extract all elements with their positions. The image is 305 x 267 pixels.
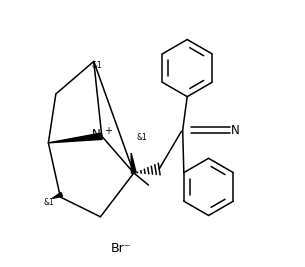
Text: &1: &1 [43,198,54,207]
Text: +: + [104,126,112,136]
Text: &1: &1 [136,133,147,142]
Text: &1: &1 [91,61,102,70]
Polygon shape [48,133,102,143]
Polygon shape [52,193,63,198]
Text: Br⁻: Br⁻ [110,242,131,255]
Text: N: N [231,124,240,136]
Text: N: N [92,128,100,141]
Polygon shape [131,153,136,173]
